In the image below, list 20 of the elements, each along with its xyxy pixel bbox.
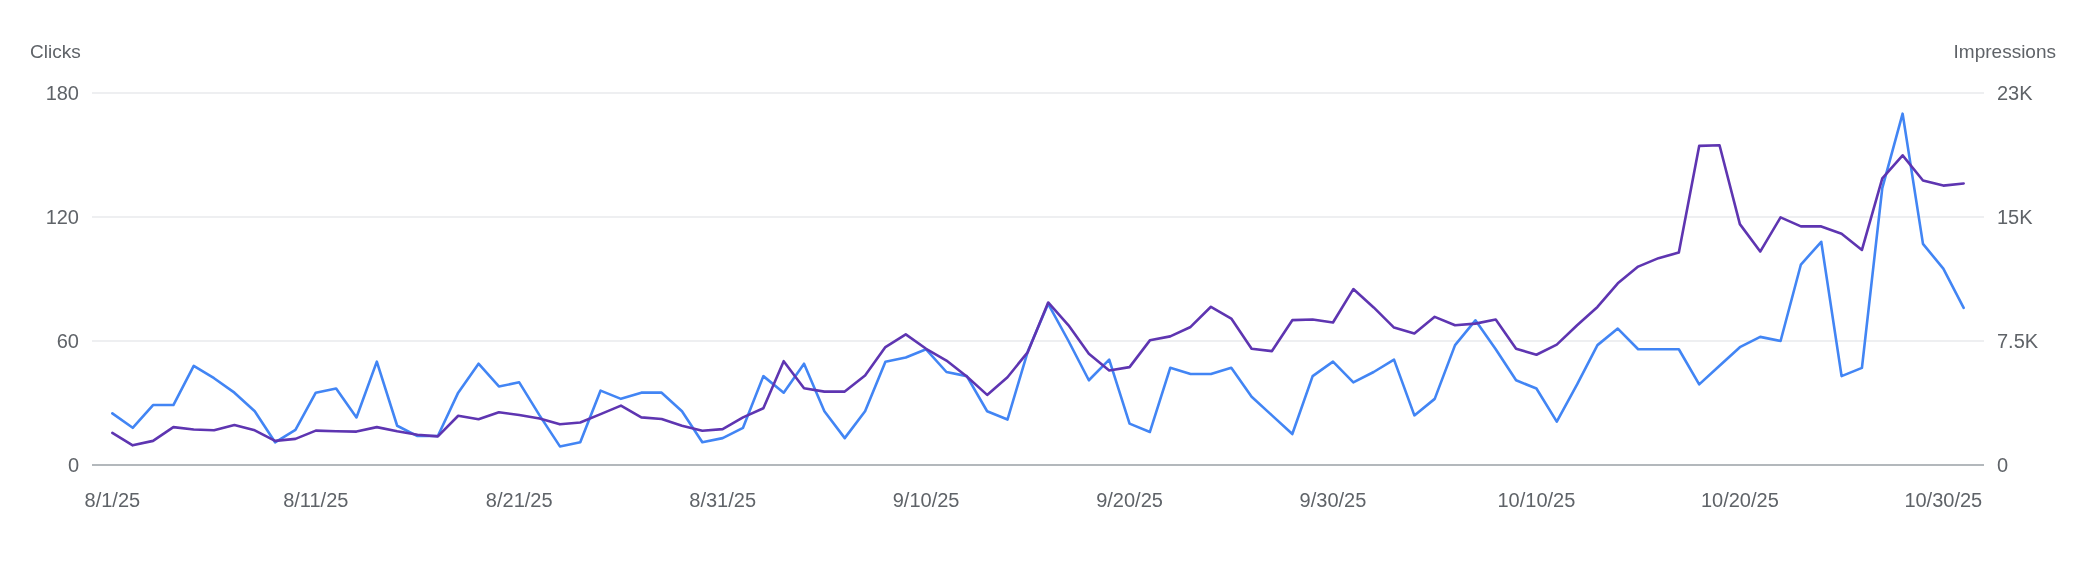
- x-tick-label: 8/11/25: [283, 489, 349, 511]
- x-tick-label: 9/10/25: [892, 489, 960, 511]
- x-tick-label: 8/31/25: [689, 489, 757, 511]
- x-tick-label: 10/10/25: [1497, 489, 1576, 511]
- x-tick-label: 9/30/25: [1299, 489, 1367, 511]
- y2-tick-label: 23K: [1997, 82, 2034, 104]
- y2-axis-title: Impressions: [1953, 41, 2056, 62]
- x-tick-label: 8/21/25: [485, 489, 553, 511]
- y-tick-label: 0: [67, 454, 79, 476]
- y-tick-label: 60: [56, 330, 79, 352]
- y-tick-label: 180: [45, 82, 79, 104]
- y-tick-label: 120: [45, 206, 79, 228]
- y2-tick-label: 7.5K: [1997, 330, 2039, 352]
- x-tick-label: 10/30/25: [1904, 489, 1983, 511]
- y2-tick-label: 0: [1997, 454, 2009, 476]
- y-axis-title: Clicks: [30, 41, 81, 62]
- x-tick-label: 8/1/25: [84, 489, 141, 511]
- y2-tick-label: 15K: [1997, 206, 2034, 228]
- x-tick-label: 9/20/25: [1096, 489, 1163, 511]
- x-tick-label: 10/20/25: [1700, 489, 1779, 511]
